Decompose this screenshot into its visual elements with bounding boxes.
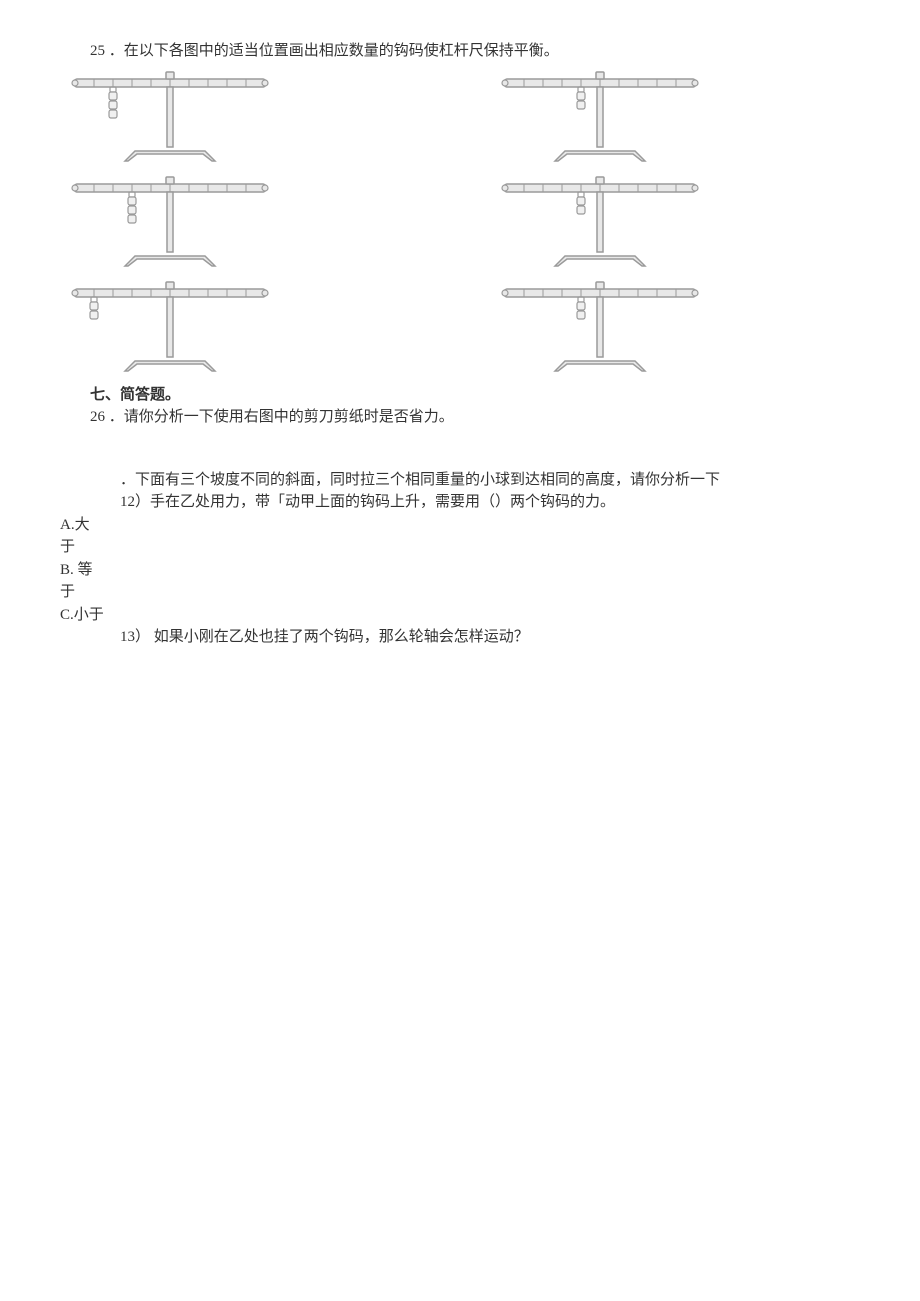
q26-text: ．请你分析一下使用右图中的剪刀剪纸时是否省力。 — [109, 409, 454, 425]
option-c: C.小于 — [60, 604, 860, 627]
balance-cell — [60, 176, 430, 271]
q25-text: ．在以下各图中的适当位置画出相应数量的钩码使杠杆尺保持平衡。 — [109, 43, 559, 59]
q13-text: 13） 如果小刚在乙处也挂了两个钩码，那么轮轴会怎样运动？ — [60, 626, 860, 649]
option-a: A.大 — [60, 514, 860, 537]
q25-number: 25 — [90, 43, 105, 59]
balance-diagram — [60, 176, 280, 271]
question-26-line: 26 ．请你分析一下使用右图中的剪刀剪纸时是否省力。 — [60, 406, 860, 429]
balance-diagram — [490, 281, 710, 376]
option-b-cont: 于 — [60, 581, 860, 604]
balance-cell — [60, 71, 430, 166]
balance-cell — [490, 176, 860, 271]
balance-diagram — [60, 71, 280, 166]
section-7-heading: 七、简答题。 — [60, 384, 860, 407]
balance-cell — [490, 281, 860, 376]
balance-cell — [490, 71, 860, 166]
option-a-cont: 于 — [60, 536, 860, 559]
balance-diagram — [490, 71, 710, 166]
question-25-line: 25 ．在以下各图中的适当位置画出相应数量的钩码使杠杆尺保持平衡。 — [60, 40, 860, 63]
slope-question: ．下面有三个坡度不同的斜面，同时拉三个相同重量的小球到达相同的高度，请你分析一下 — [60, 469, 860, 492]
balance-grid — [60, 71, 860, 376]
q26-number: 26 — [90, 409, 105, 425]
balance-diagram — [490, 176, 710, 271]
balance-cell — [60, 281, 430, 376]
balance-diagram — [60, 281, 280, 376]
option-b: B. 等 — [60, 559, 860, 582]
q12-text: 12）手在乙处用力，带「动甲上面的钩码上升，需要用（）两个钩码的力。 — [60, 491, 860, 514]
